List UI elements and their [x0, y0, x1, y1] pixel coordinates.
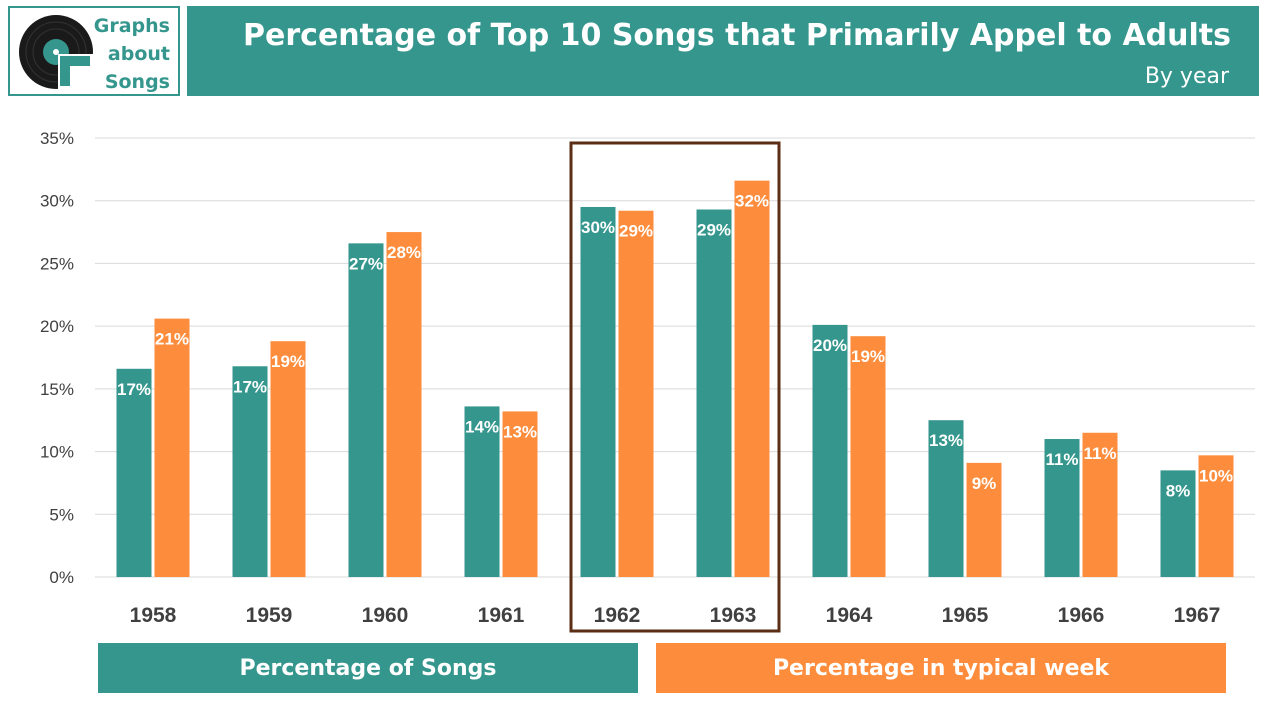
- legend-week-label: Percentage in typical week: [772, 655, 1110, 681]
- highlight-box: [569, 141, 781, 633]
- bar-songs-1966: [1044, 439, 1080, 577]
- y-tick-label: 0%: [49, 568, 74, 587]
- data-label-week-1960: 28%: [387, 243, 421, 262]
- data-label-songs-1966: 11%: [1045, 450, 1078, 469]
- data-label-week-1958: 21%: [155, 330, 189, 349]
- y-tick-label: 10%: [40, 443, 74, 462]
- y-tick-label: 15%: [40, 380, 74, 399]
- bar-songs-1961: [464, 406, 500, 577]
- bar-songs-1963: [696, 209, 732, 577]
- bar-week-1965: [966, 462, 1002, 577]
- bar-week-1964: [850, 336, 886, 577]
- data-label-week-1964: 19%: [851, 347, 885, 366]
- header-bar: Percentage of Top 10 Songs that Primaril…: [187, 6, 1259, 96]
- data-label-week-1966: 11%: [1083, 444, 1116, 463]
- y-tick-label: 25%: [40, 254, 74, 273]
- bar-songs-1962: [580, 206, 616, 577]
- x-tick-label-1962: 1962: [594, 604, 641, 627]
- logo-line-2: about: [107, 43, 170, 65]
- data-label-songs-1960: 27%: [349, 254, 383, 273]
- bar-songs-1958: [116, 368, 152, 577]
- y-tick-label: 30%: [40, 192, 74, 211]
- bar-week-1959: [270, 341, 306, 577]
- x-tick-label-1967: 1967: [1174, 604, 1221, 627]
- logo-line-1: Graphs: [93, 15, 170, 37]
- bar-songs-1967: [1160, 470, 1196, 577]
- legend-songs: Percentage of Songs: [98, 643, 638, 693]
- data-label-songs-1964: 20%: [813, 336, 847, 355]
- y-tick-label: 20%: [40, 317, 74, 336]
- logo-line-3: Songs: [104, 71, 170, 93]
- bar-songs-1960: [348, 243, 384, 578]
- page-title: Percentage of Top 10 Songs that Primaril…: [243, 18, 1231, 53]
- y-tick-label: 5%: [49, 505, 74, 524]
- data-label-week-1963: 32%: [735, 192, 769, 211]
- bar-week-1967: [1198, 455, 1234, 577]
- data-label-week-1959: 19%: [271, 352, 305, 371]
- data-label-week-1967: 10%: [1199, 466, 1233, 485]
- bar-chart: 0%5%10%15%20%25%30%35%17%21%195817%19%19…: [40, 129, 1255, 633]
- data-label-songs-1958: 17%: [117, 380, 151, 399]
- legend-songs-label: Percentage of Songs: [239, 655, 497, 681]
- bar-week-1958: [154, 318, 190, 577]
- data-label-songs-1962: 30%: [581, 218, 615, 237]
- x-tick-label-1963: 1963: [710, 604, 757, 627]
- data-label-songs-1965: 13%: [929, 431, 963, 450]
- bar-week-1963: [734, 180, 770, 577]
- data-label-songs-1967: 8%: [1166, 481, 1191, 500]
- x-tick-label-1964: 1964: [826, 604, 873, 627]
- bar-songs-1959: [232, 366, 268, 577]
- page-subtitle: By year: [1144, 64, 1229, 89]
- y-tick-label: 35%: [40, 129, 74, 148]
- data-label-songs-1959: 17%: [233, 377, 267, 396]
- x-tick-label-1961: 1961: [478, 604, 525, 627]
- x-tick-label-1959: 1959: [246, 604, 293, 627]
- vinyl-record-icon: [19, 15, 94, 90]
- bar-songs-1964: [812, 324, 848, 577]
- bar-week-1966: [1082, 432, 1118, 577]
- data-label-week-1962: 29%: [619, 222, 653, 241]
- x-tick-label-1966: 1966: [1058, 604, 1105, 627]
- bar-week-1961: [502, 411, 538, 577]
- data-label-week-1965: 9%: [972, 474, 997, 493]
- data-label-week-1961: 13%: [503, 422, 537, 441]
- logo: Graphs about Songs: [8, 6, 180, 96]
- x-tick-label-1960: 1960: [362, 604, 409, 627]
- x-tick-label-1958: 1958: [130, 604, 177, 627]
- data-label-songs-1963: 29%: [697, 220, 731, 239]
- bar-week-1962: [618, 210, 654, 577]
- data-label-songs-1961: 14%: [465, 417, 499, 436]
- x-tick-label-1965: 1965: [942, 604, 989, 627]
- bar-week-1960: [386, 232, 422, 578]
- bar-songs-1965: [928, 420, 964, 577]
- legend-week: Percentage in typical week: [656, 643, 1226, 693]
- logo-text: Graphs about Songs: [94, 12, 170, 96]
